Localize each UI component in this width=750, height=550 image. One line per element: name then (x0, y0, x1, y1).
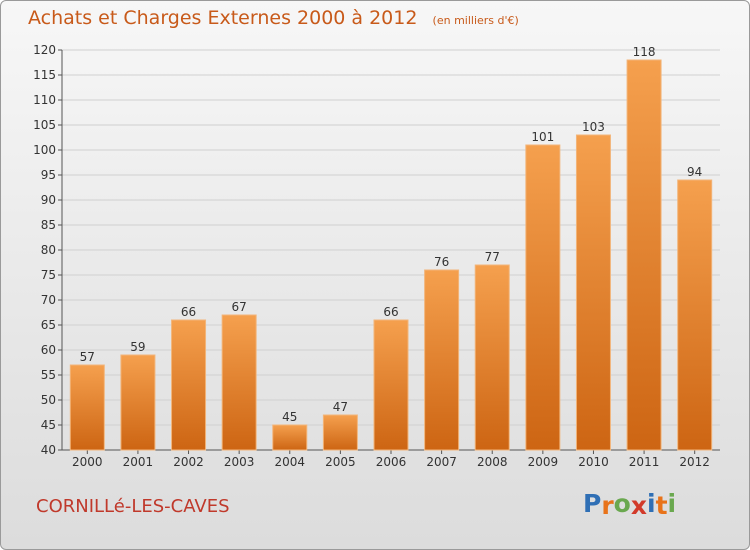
x-tick-label: 2001 (123, 455, 154, 469)
y-tick-label: 55 (41, 368, 56, 382)
bar-value-label: 47 (333, 400, 348, 414)
data-labels: 57 59 66 67 45 47 66 76 77 101 103 118 94 (80, 45, 703, 424)
bar (424, 269, 460, 451)
logo-letter: o (613, 489, 631, 518)
bars (69, 59, 713, 451)
proxiti-logo: Proxiti (583, 489, 677, 520)
bar (525, 144, 561, 451)
logo-letter: P (583, 489, 602, 518)
bar (171, 319, 207, 451)
bar (120, 354, 156, 451)
y-tick-label: 75 (41, 268, 56, 282)
chart-subtitle: (en milliers d'€) (432, 14, 519, 27)
y-tick-label: 110 (33, 93, 56, 107)
y-tick-label: 95 (41, 168, 56, 182)
x-tick-label: 2012 (679, 455, 710, 469)
bar (322, 414, 358, 451)
bar (69, 364, 105, 451)
logo-letter: x (630, 491, 647, 520)
bar-value-label: 103 (582, 120, 605, 134)
bar (677, 179, 713, 451)
x-tick-label: 2010 (578, 455, 609, 469)
logo-letter: r (601, 491, 614, 520)
logo-letter: i (667, 489, 677, 518)
bar-value-label: 59 (130, 340, 145, 354)
x-tick-label: 2005 (325, 455, 356, 469)
y-tick-label: 40 (41, 443, 56, 457)
x-tick-label: 2003 (224, 455, 255, 469)
bar (575, 134, 611, 451)
y-tick-label: 90 (41, 193, 56, 207)
chart-title-main: Achats et Charges Externes 2000 à 2012 (28, 7, 418, 29)
x-tick-label: 2008 (477, 455, 508, 469)
bar-value-label: 57 (80, 350, 95, 364)
bar-value-label: 101 (531, 130, 554, 144)
y-tick-label: 105 (33, 118, 56, 132)
x-tick-label: 2006 (376, 455, 407, 469)
bar-value-label: 67 (232, 300, 247, 314)
bar (626, 59, 662, 451)
x-tick-label: 2007 (426, 455, 457, 469)
x-tick-label: 2002 (173, 455, 204, 469)
x-tick-label: 2004 (274, 455, 305, 469)
bar-value-label: 77 (485, 250, 500, 264)
y-tick-label: 65 (41, 318, 56, 332)
y-tick-label: 120 (33, 43, 56, 57)
axes: 40 45 50 55 60 65 70 75 80 85 90 95 100 105 110 115 120 2… (33, 43, 720, 469)
y-tick-label: 100 (33, 143, 56, 157)
bar-value-label: 66 (181, 305, 196, 319)
bar (221, 314, 257, 451)
bar-value-label: 66 (383, 305, 398, 319)
y-tick-label: 60 (41, 343, 56, 357)
y-tick-label: 70 (41, 293, 56, 307)
bar (474, 264, 510, 451)
bar (272, 424, 308, 451)
logo-letter: i (647, 489, 656, 518)
x-tick-label: 2009 (528, 455, 559, 469)
y-tick-label: 115 (33, 68, 56, 82)
logo-letter: t (655, 491, 668, 520)
y-tick-label: 45 (41, 418, 56, 432)
x-tick-label: 2000 (72, 455, 103, 469)
x-tick-label: 2011 (629, 455, 660, 469)
bar (373, 319, 409, 451)
y-tick-label: 80 (41, 243, 56, 257)
city-name: CORNILLé-LES-CAVES (36, 496, 230, 517)
y-tick-label: 50 (41, 393, 56, 407)
bar-value-label: 45 (282, 410, 297, 424)
y-tick-label: 85 (41, 218, 56, 232)
bar-value-label: 94 (687, 165, 702, 179)
bar-value-label: 118 (633, 45, 656, 59)
bar-value-label: 76 (434, 255, 449, 269)
chart-title: Achats et Charges Externes 2000 à 2012 (… (28, 7, 519, 29)
